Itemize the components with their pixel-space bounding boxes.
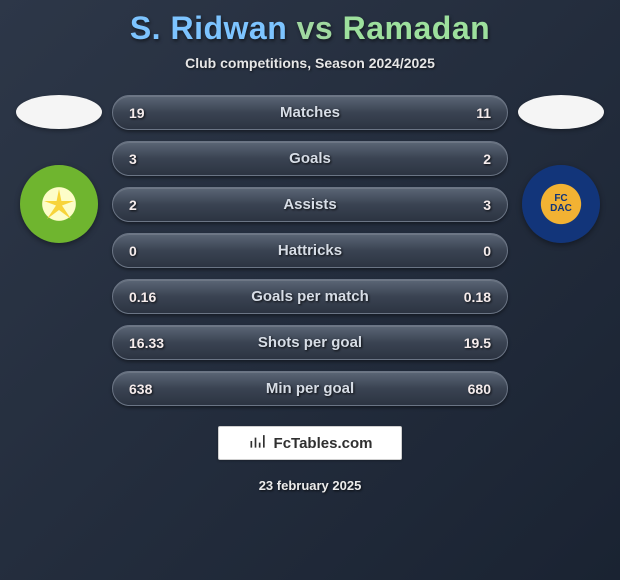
stats-list: 19 Matches 11 3 Goals 2 2 Assists 3 0 Ha… <box>106 95 514 406</box>
player1-photo <box>16 95 102 129</box>
stat-label: Hattricks <box>278 242 342 259</box>
stat-right-value: 19.5 <box>437 335 491 351</box>
player1-name: S. Ridwan <box>130 10 287 46</box>
stat-row: 3 Goals 2 <box>112 141 508 176</box>
stat-row: 0 Hattricks 0 <box>112 233 508 268</box>
stat-label: Goals <box>289 150 331 167</box>
stat-left-value: 638 <box>129 381 183 397</box>
comparison-title: S. Ridwan vs Ramadan <box>130 10 490 47</box>
stat-right-value: 0 <box>437 243 491 259</box>
branding-text: FcTables.com <box>274 435 373 452</box>
team-left-crest <box>20 165 98 243</box>
stat-left-value: 0.16 <box>129 289 183 305</box>
stat-left-value: 0 <box>129 243 183 259</box>
team-right-crest <box>522 165 600 243</box>
right-side <box>514 95 608 243</box>
stat-right-value: 3 <box>437 197 491 213</box>
footer-date: 23 february 2025 <box>259 478 362 493</box>
stat-row: 2 Assists 3 <box>112 187 508 222</box>
vs-separator: vs <box>297 10 334 46</box>
subtitle: Club competitions, Season 2024/2025 <box>185 55 435 71</box>
branding-link[interactable]: FcTables.com <box>218 426 402 460</box>
stat-label: Matches <box>280 104 340 121</box>
left-side <box>12 95 106 243</box>
stat-label: Assists <box>283 196 336 213</box>
stat-row: 638 Min per goal 680 <box>112 371 508 406</box>
comparison-content: 19 Matches 11 3 Goals 2 2 Assists 3 0 Ha… <box>0 95 620 406</box>
stat-label: Min per goal <box>266 380 354 397</box>
stat-label: Shots per goal <box>258 334 362 351</box>
chart-icon <box>248 431 268 456</box>
player2-photo <box>518 95 604 129</box>
stat-left-value: 19 <box>129 105 183 121</box>
stat-row: 16.33 Shots per goal 19.5 <box>112 325 508 360</box>
stat-right-value: 2 <box>437 151 491 167</box>
stat-row: 0.16 Goals per match 0.18 <box>112 279 508 314</box>
stat-row: 19 Matches 11 <box>112 95 508 130</box>
stat-left-value: 2 <box>129 197 183 213</box>
player2-name: Ramadan <box>343 10 491 46</box>
stat-left-value: 16.33 <box>129 335 183 351</box>
stat-right-value: 11 <box>437 105 491 121</box>
stat-right-value: 680 <box>437 381 491 397</box>
stat-label: Goals per match <box>251 288 369 305</box>
stat-left-value: 3 <box>129 151 183 167</box>
stat-right-value: 0.18 <box>437 289 491 305</box>
